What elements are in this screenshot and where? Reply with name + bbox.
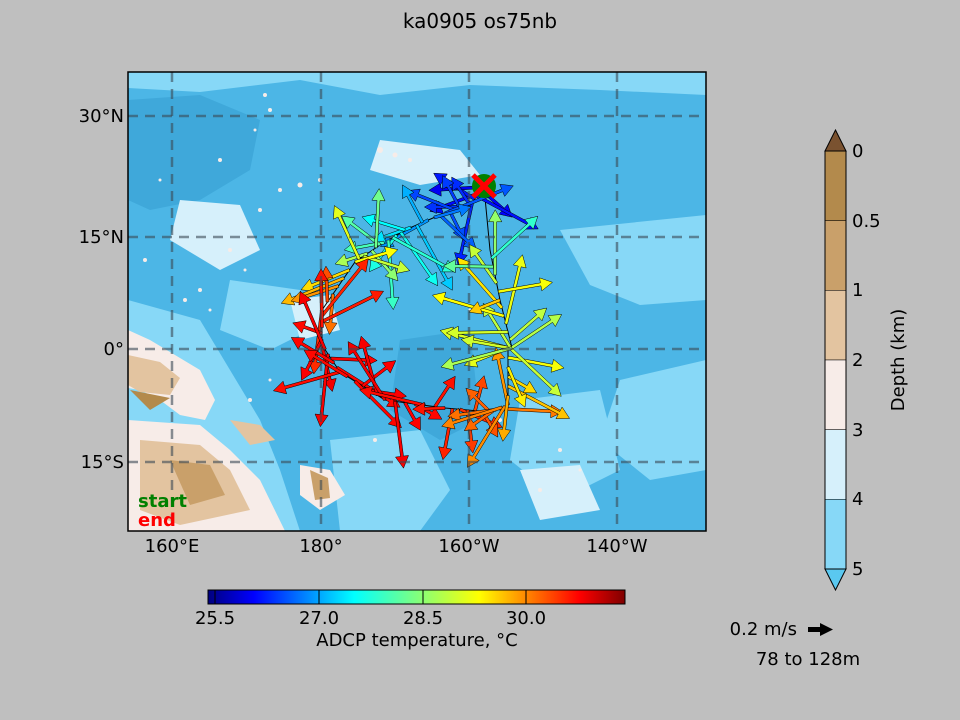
lat-tick-label: 0° [104,339,124,360]
current-vector-arrow [371,188,386,249]
current-vector-arrow [320,290,385,324]
depth-tick-label: 0 [852,141,863,162]
depth-tick-label: 4 [852,489,863,510]
current-vector-arrow [370,249,399,282]
current-vector-arrow [440,346,513,371]
current-vector-arrow [431,291,505,318]
current-vector-arrow [406,188,456,212]
depth-colorbar-segment [824,290,847,361]
legend-end: end [138,510,176,531]
current-vector-arrow [298,290,327,351]
current-vector-arrow [341,215,382,247]
current-vector-arrow [415,223,453,291]
lat-tick-label: 15°N [79,227,124,248]
depth-colorbar-bottom-cap [824,568,847,592]
depth-colorbar-label: Depth (km) [888,309,909,412]
figure-title: ka0905 os75nb [403,9,557,33]
current-vector-arrow [361,360,397,388]
temperature-tick-label: 27.0 [299,608,339,629]
depth-tick-label: 0.5 [852,211,881,232]
current-vector-arrow [412,401,446,416]
current-vector-arrow [497,395,512,442]
depth-colorbar-segment [824,429,847,500]
map-gridlines [128,72,706,531]
depth-colorbar-segment [824,499,847,570]
current-vector-arrow [467,405,507,468]
lon-tick-label: 160°E [145,536,200,557]
temperature-colorbar-label: ADCP temperature, °C [316,630,517,651]
current-vector-arrow [303,349,349,379]
lon-tick-label: 140°W [586,536,647,557]
depth-colorbar-segment [824,220,847,291]
current-vector-arrow [361,213,406,232]
current-vector-arrow [354,246,399,264]
temperature-tick-label: 28.5 [403,608,443,629]
scale-arrow-label: 0.2 m/s [730,619,797,640]
current-vector-arrow [497,277,554,294]
landmass [128,330,345,531]
current-vector-arrow [445,325,509,340]
current-vector-arrow [403,401,421,431]
current-vectors [272,172,571,469]
scale-arrow-depth-range: 78 to 128m [756,649,860,670]
map-frame [127,71,707,532]
depth-colorbar-segment [824,150,847,221]
current-vector-arrow [506,366,527,408]
depth-colorbar-top-cap [824,128,847,152]
depth-tick-label: 1 [852,280,863,301]
lat-tick-label: 15°S [81,452,124,473]
temperature-colorbar-gradient [207,589,626,605]
temperature-tick-label: 25.5 [195,608,235,629]
temperature-colorbar: 25.5 27.0 28.5 30.0 ADCP temperature, °C [195,589,626,651]
legend-start: start [138,491,187,512]
current-vector-arrow [490,215,539,260]
end-marker [471,173,497,199]
scale-arrow-legend: 0.2 m/s 78 to 128m [730,619,860,670]
depth-tick-label: 2 [852,350,863,371]
current-vector-arrow [508,307,548,342]
current-vector-arrow [320,258,369,318]
current-vector-arrow [358,385,426,408]
current-vector-arrow [510,314,563,350]
depth-colorbar: 0 0.5 1 2 3 4 5 Depth (km) [824,128,909,592]
depth-colorbar-frame [824,150,847,570]
current-vector-arrow [401,184,425,224]
current-vector-arrow [441,405,503,430]
current-vector-arrow [333,205,361,261]
lon-tick-label: 180° [299,536,342,557]
depth-colorbar-segment [824,359,847,430]
map-panel: 30°N 15°N 0° 15°S 160°E 180° 160°W 140°W… [79,71,707,557]
scale-arrow-icon [808,623,833,636]
current-vector-arrow [508,346,562,397]
depth-tick-label: 5 [852,559,863,580]
current-vector-arrow [468,298,501,315]
temperature-tick-label: 30.0 [506,608,546,629]
lat-tick-label: 30°N [79,106,124,127]
depth-tick-label: 3 [852,420,863,441]
current-vector-arrow [272,370,341,395]
current-vector-arrow [473,375,488,412]
current-vector-arrow [433,375,456,408]
lon-tick-label: 160°W [438,536,499,557]
current-vector-arrow [433,203,472,220]
current-vector-arrow [438,213,477,250]
current-vector-arrow [442,175,462,210]
current-vector-arrow [463,409,495,432]
